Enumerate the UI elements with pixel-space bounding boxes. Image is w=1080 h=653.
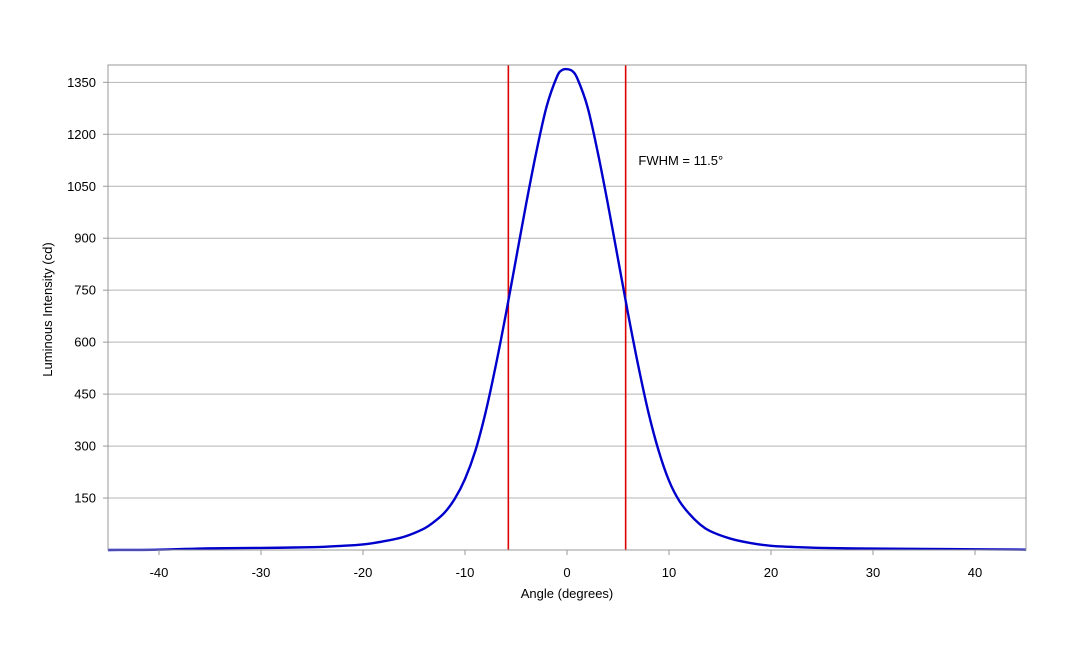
y-tick-label: 750 <box>74 283 96 298</box>
y-tick-label: 1050 <box>67 179 96 194</box>
x-tick-label: -20 <box>354 565 373 580</box>
y-axis-ticks: 150 300 450 600 750 900 1050 1200 1350 <box>67 75 108 506</box>
fwhm-markers <box>507 65 627 550</box>
y-tick-label: 150 <box>74 491 96 506</box>
y-tick-label: 900 <box>74 231 96 246</box>
x-tick-label: 0 <box>563 565 570 580</box>
plot-frame <box>107 64 1027 551</box>
x-tick-label: -40 <box>150 565 169 580</box>
fwhm-annotation: FWHM = 11.5° <box>638 153 723 168</box>
x-tick-label: 10 <box>662 565 676 580</box>
intensity-curve <box>107 67 1027 552</box>
x-axis-label: Angle (degrees) <box>521 586 614 601</box>
annotations: FWHM = 11.5° <box>638 153 723 168</box>
x-tick-label: 20 <box>764 565 778 580</box>
series-layer <box>107 67 1027 552</box>
y-tick-label: 600 <box>74 335 96 350</box>
y-tick-label: 450 <box>74 387 96 402</box>
y-tick-label: 1200 <box>67 127 96 142</box>
x-tick-label: -10 <box>456 565 475 580</box>
gridlines <box>108 81 1026 499</box>
y-tick-label: 300 <box>74 439 96 454</box>
x-axis-ticks: -40 -30 -20 -10 0 10 20 30 40 <box>150 550 982 580</box>
y-axis-label: Luminous Intensity (cd) <box>40 242 55 376</box>
x-tick-label: 30 <box>866 565 880 580</box>
y-tick-label: 1350 <box>67 75 96 90</box>
x-tick-label: -30 <box>252 565 271 580</box>
x-tick-label: 40 <box>968 565 982 580</box>
